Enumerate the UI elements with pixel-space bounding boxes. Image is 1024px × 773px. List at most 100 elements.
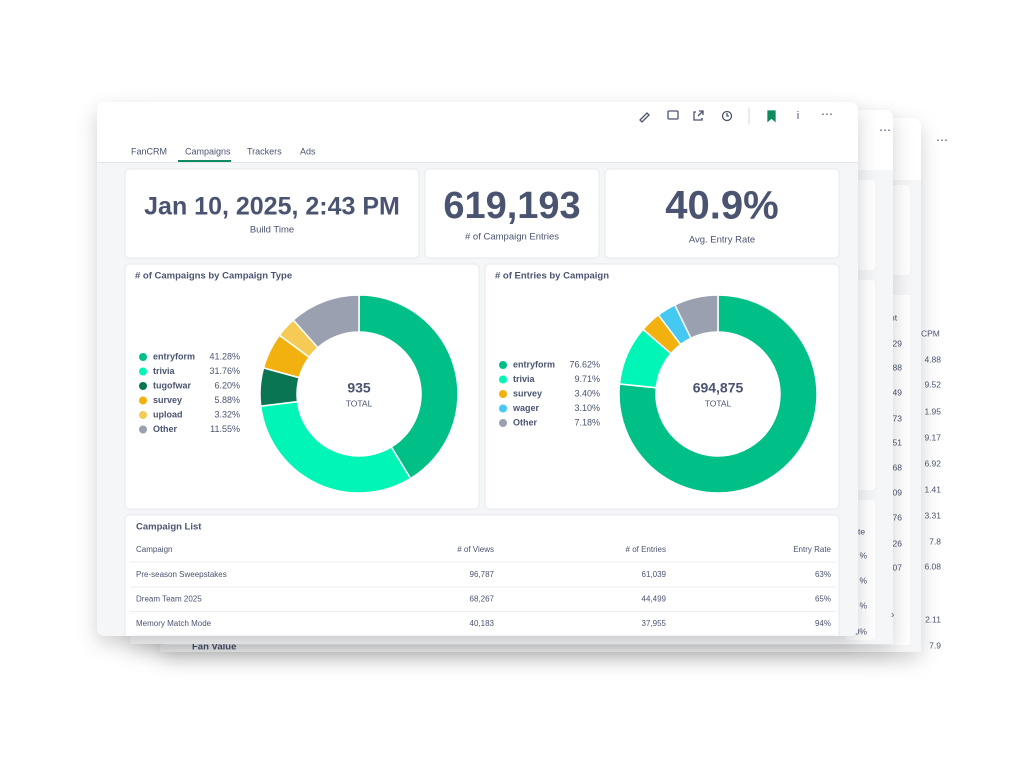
cell: 9.52 — [924, 379, 941, 389]
legend-label[interactable]: entryform — [153, 351, 195, 361]
legend-label[interactable]: survey — [513, 388, 542, 398]
kpi-card — [124, 168, 420, 259]
tab[interactable]: Ads — [300, 146, 316, 156]
cell: 7.9 — [929, 640, 941, 650]
legend-label[interactable]: wager — [512, 403, 540, 413]
table-cell: 96,787 — [470, 570, 495, 579]
legend-value: 41.28% — [209, 351, 240, 361]
legend-value: 31.76% — [209, 366, 240, 376]
legend-swatch — [499, 404, 507, 413]
history-icon[interactable] — [721, 110, 733, 122]
next-arrow[interactable]: › — [891, 610, 894, 621]
table-cell: Memory Match Mode — [136, 619, 212, 628]
cell: 6.92 — [924, 458, 941, 468]
cell: 73 — [893, 413, 903, 423]
legend-swatch — [139, 411, 147, 419]
legend-swatch — [139, 396, 147, 405]
cell: 68 — [893, 462, 903, 472]
donut-slice[interactable] — [259, 400, 412, 494]
kpi-card — [604, 168, 840, 259]
chart-title: # of Campaigns by Campaign Type — [135, 271, 292, 282]
cell: 88 — [893, 362, 903, 372]
column-header[interactable]: # of Views — [457, 545, 494, 554]
donut-total: 935 — [347, 380, 371, 396]
table-cell: Pre-season Sweepstakes — [136, 570, 227, 579]
chart-title: # of Entries by Campaign — [495, 271, 609, 282]
cell: 2.11 — [925, 614, 941, 624]
column-header[interactable]: Entry Rate — [793, 545, 831, 554]
legend-value: 3.40% — [574, 388, 600, 398]
menu-dots[interactable]: ⋯ — [879, 123, 891, 137]
menu-dots[interactable]: ⋯ — [821, 107, 833, 121]
edit-icon[interactable] — [639, 112, 650, 123]
cell: 09 — [893, 487, 903, 497]
legend-label[interactable]: trivia — [153, 366, 176, 376]
tab[interactable]: Campaigns — [185, 146, 231, 156]
column-header[interactable]: # of Entries — [626, 545, 666, 554]
legend-label[interactable]: entryform — [513, 359, 555, 369]
donut-slice[interactable] — [358, 294, 459, 480]
cell: 51 — [893, 437, 903, 447]
legend-value: 76.62% — [569, 359, 600, 369]
donut-slice[interactable] — [292, 294, 360, 349]
footer-label: Fan Value — [192, 642, 236, 653]
table-cell: 40,183 — [470, 619, 495, 628]
column-header: nt — [890, 312, 898, 322]
info-icon[interactable]: i — [797, 110, 799, 122]
subscribe-icon[interactable] — [667, 110, 679, 120]
table-card — [124, 514, 840, 636]
table-cell: 68,267 — [470, 595, 495, 604]
legend-label[interactable]: Other — [153, 424, 178, 434]
cell: 49 — [893, 387, 903, 397]
legend-value: 6.20% — [214, 380, 240, 390]
kpi-card — [424, 168, 600, 259]
legend-value: 3.32% — [214, 409, 240, 419]
tab[interactable]: Trackers — [247, 146, 282, 156]
legend-label[interactable]: Other — [513, 417, 538, 427]
cell: 1.95 — [924, 406, 941, 416]
cell: % — [859, 550, 867, 560]
legend-label[interactable]: upload — [153, 409, 183, 419]
column-header[interactable]: Campaign — [136, 545, 172, 554]
kpi-label: # of Campaign Entries — [465, 232, 559, 243]
legend-value: 3.10% — [574, 403, 600, 413]
share-icon[interactable] — [693, 110, 704, 121]
table-cell: 65% — [815, 595, 831, 604]
menu-dots[interactable]: ⋯ — [936, 133, 948, 147]
table-cell: Dream Team 2025 — [136, 595, 202, 604]
legend-label[interactable]: tugofwar — [153, 380, 191, 390]
cell: % — [859, 600, 867, 610]
bookmark-icon[interactable] — [767, 110, 776, 123]
history-hand — [726, 113, 729, 117]
table-cell: 44,499 — [642, 595, 667, 604]
cell: 76 — [893, 512, 903, 522]
legend-label[interactable]: survey — [153, 395, 182, 405]
cell: 0% — [855, 626, 868, 636]
cell: 26 — [893, 538, 903, 548]
legend-swatch — [139, 425, 147, 434]
kpi-value: Jan 10, 2025, 2:43 PM — [144, 193, 400, 221]
donut-slice[interactable] — [673, 294, 719, 340]
kpi-value: 40.9% — [665, 184, 778, 228]
donut-total-label: TOTAL — [705, 398, 732, 408]
tab[interactable]: FanCRM — [131, 146, 167, 156]
cell: 9.17 — [924, 432, 941, 442]
table-cell: 37,955 — [642, 619, 667, 628]
legend-swatch — [499, 361, 507, 369]
column-header: te — [858, 526, 865, 536]
legend-label[interactable]: trivia — [513, 374, 536, 384]
legend-swatch — [499, 390, 507, 398]
cell: 07 — [893, 562, 903, 572]
kpi-value: 619,193 — [443, 185, 580, 227]
cell: 4.88 — [924, 354, 941, 364]
legend-swatch — [139, 353, 147, 361]
donut-slice[interactable] — [618, 294, 818, 494]
legend-value: 7.18% — [574, 417, 600, 427]
table-cell: 94% — [815, 619, 831, 628]
legend-value: 5.88% — [214, 395, 240, 405]
table-cell: 63% — [815, 570, 831, 579]
legend-swatch — [139, 367, 147, 376]
legend-value: 9.71% — [574, 374, 600, 384]
